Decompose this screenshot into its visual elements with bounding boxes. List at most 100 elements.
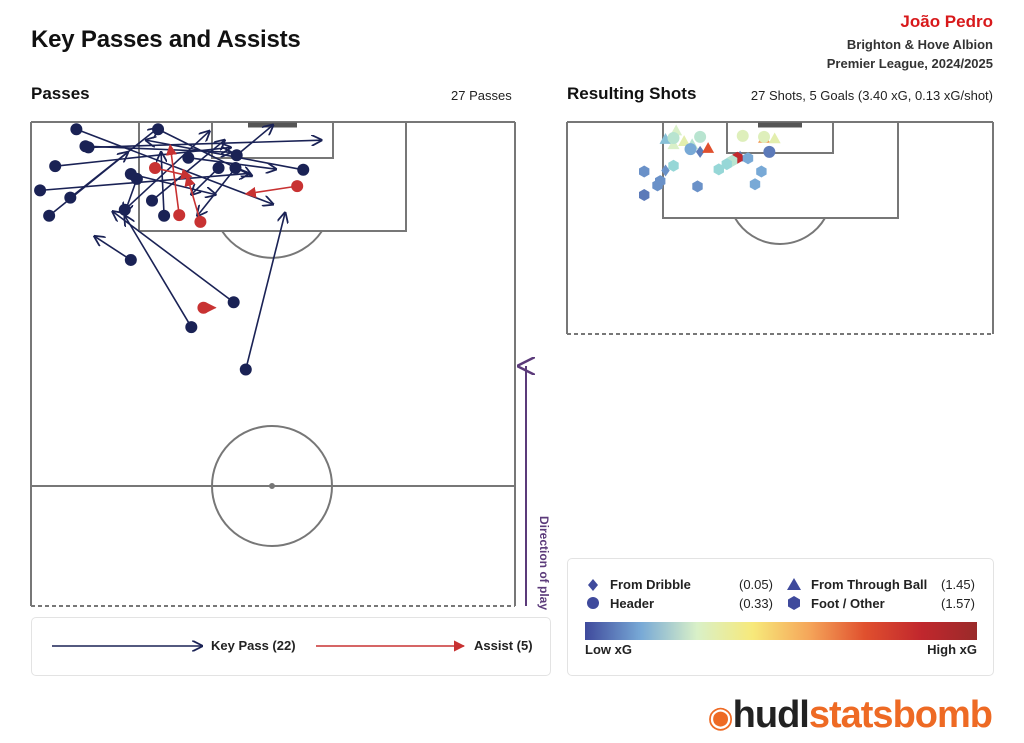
- shot-through-ball-marker: [768, 132, 781, 144]
- passes-layer: [34, 123, 321, 376]
- key-pass-line: [95, 236, 132, 261]
- shot-header-marker: [763, 145, 776, 158]
- key-pass-origin: [43, 209, 56, 222]
- key-pass-line: [244, 213, 285, 370]
- key-pass-origin: [130, 172, 143, 185]
- shot-foot-marker: [742, 152, 754, 165]
- key-pass-line: [161, 152, 164, 216]
- assist-pass-origin: [173, 209, 186, 222]
- diamond-icon: [588, 579, 598, 591]
- pass-legend-lines: [52, 640, 466, 652]
- low-xg-label: Low xG: [585, 642, 632, 657]
- shot-foot-marker: [749, 178, 761, 191]
- key-pass-origin: [297, 163, 310, 176]
- key-pass-origin: [64, 191, 77, 204]
- key-pass-origin: [229, 161, 242, 174]
- key-pass-origin: [49, 160, 62, 173]
- key-pass-origin: [152, 123, 165, 136]
- shot-header-marker: [667, 131, 680, 144]
- shot-foot-marker: [721, 158, 732, 171]
- key-pass-origin: [230, 149, 243, 162]
- shot-legend-icons: [587, 578, 801, 610]
- key-pass-origin: [158, 209, 171, 222]
- team-name: Brighton & Hove Albion: [846, 37, 993, 52]
- shot-foot-marker: [713, 163, 724, 176]
- header-label: Header: [610, 596, 655, 611]
- assist-pass-origin: [197, 301, 210, 314]
- assist-pass-line: [154, 167, 193, 180]
- chart-title: Key Passes and Assists: [31, 26, 301, 53]
- key-pass-line: [197, 167, 237, 216]
- key-pass-origin: [212, 161, 225, 174]
- assist-pass-origin: [194, 215, 207, 228]
- key-pass-line: [191, 167, 220, 195]
- header-value: (0.33): [739, 596, 773, 611]
- key-pass-origin: [227, 296, 240, 309]
- from-dribble-value: (0.05): [739, 577, 773, 592]
- shot-header-marker: [684, 143, 697, 156]
- high-xg-label: High xG: [927, 642, 977, 657]
- logo-statsbomb: statsbomb: [808, 694, 993, 736]
- shot-header-marker: [694, 130, 707, 143]
- shots-title: Resulting Shots: [567, 84, 697, 103]
- shot-header-marker: [736, 129, 749, 142]
- shots-layer: [639, 124, 781, 201]
- key-pass-line: [125, 216, 193, 328]
- direction-label: Direction of play: [537, 516, 551, 610]
- hudl-statsbomb-logo: ◉hudlstatsbomb: [707, 694, 993, 737]
- assist-pass-line: [184, 174, 202, 223]
- xg-colorbar: [585, 622, 977, 640]
- assist-pass-origin: [291, 180, 304, 193]
- assist-pass-line: [244, 185, 298, 199]
- shot-foot-marker: [639, 165, 650, 178]
- key-pass-line: [40, 173, 249, 192]
- from-dribble-label: From Dribble: [610, 577, 691, 592]
- shot-header-marker: [758, 130, 771, 143]
- shot-foot-marker: [652, 179, 663, 192]
- shot-dribble-marker: [695, 145, 705, 158]
- logo-hudl: hudl: [732, 694, 810, 736]
- key-pass-origin: [146, 194, 158, 207]
- shot-foot-marker: [668, 159, 679, 172]
- key-pass-origin: [185, 321, 198, 334]
- key-pass-legend-label: Key Pass (22): [211, 638, 296, 653]
- assist-legend-label: Assist (5): [474, 638, 533, 653]
- shot-foot-marker: [639, 189, 650, 201]
- key-pass-line: [88, 140, 321, 149]
- pitch-lines: [30, 121, 516, 607]
- assist-pass-line: [165, 143, 181, 216]
- key-pass-origin: [82, 141, 95, 154]
- passes-count: 27 Passes: [451, 88, 512, 103]
- shot-through-ball-marker: [678, 135, 691, 146]
- key-pass-origin: [182, 151, 195, 164]
- shot-legend: From Dribble (0.05) From Through Ball (1…: [567, 558, 994, 676]
- competition-name: Premier League, 2024/2025: [826, 56, 993, 71]
- shot-dribble-marker: [661, 164, 670, 177]
- key-pass-origin: [70, 123, 83, 136]
- foot-other-label: Foot / Other: [811, 596, 885, 611]
- triangle-icon: [787, 578, 801, 590]
- logo-mark-icon: ◉: [707, 701, 733, 734]
- hexagon-icon: [788, 596, 800, 610]
- from-through-ball-label: From Through Ball: [811, 577, 928, 592]
- key-pass-origin: [34, 184, 47, 197]
- player-name: João Pedro: [900, 12, 993, 31]
- shot-foot-marker: [756, 165, 767, 178]
- shot-foot-marker: [692, 180, 703, 193]
- key-pass-origin: [118, 203, 131, 216]
- passes-title: Passes: [31, 84, 90, 103]
- shot-through-ball-marker: [702, 142, 715, 153]
- pass-legend: Key Pass (22) Assist (5): [31, 617, 551, 676]
- from-through-ball-value: (1.45): [941, 577, 975, 592]
- key-pass-origin: [124, 253, 137, 266]
- assist-pass-origin: [149, 161, 162, 174]
- foot-other-value: (1.57): [941, 596, 975, 611]
- passes-pitch: Direction of play: [30, 121, 551, 610]
- key-pass-origin: [239, 363, 252, 376]
- shots-count: 27 Shots, 5 Goals (3.40 xG, 0.13 xG/shot…: [750, 88, 993, 103]
- key-pass-line: [76, 128, 273, 204]
- shots-pitch: [566, 121, 994, 335]
- key-pass-line: [236, 125, 273, 156]
- shots-pitch-lines: [566, 121, 994, 335]
- key-pass-line: [48, 152, 128, 217]
